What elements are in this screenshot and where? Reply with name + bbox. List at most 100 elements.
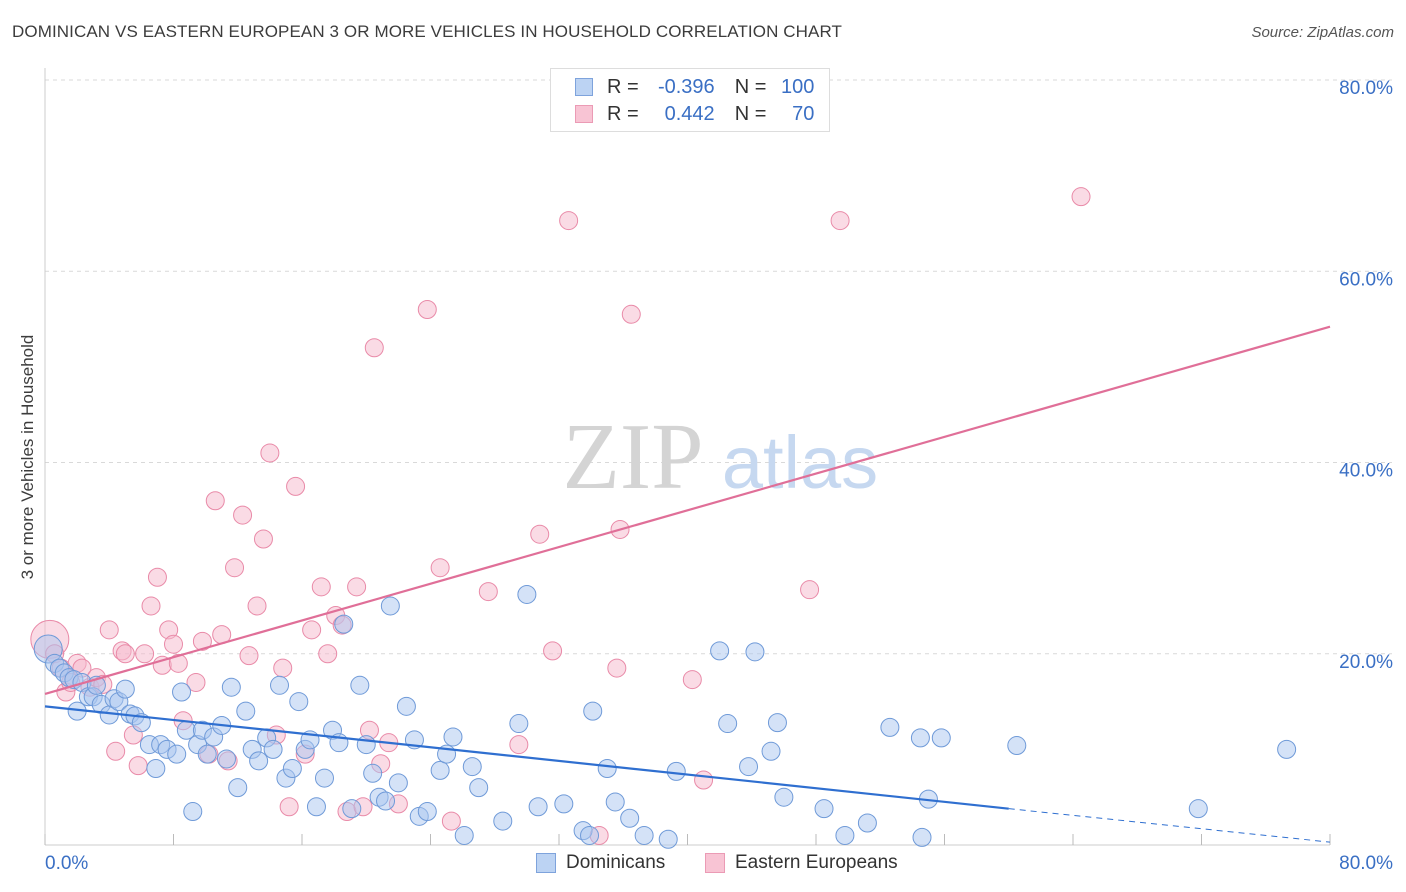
data-point-dominicans bbox=[342, 799, 362, 819]
data-point-dominicans bbox=[306, 797, 326, 817]
watermark-zip: ZIP bbox=[563, 405, 704, 509]
legend-r-label: R = bbox=[607, 75, 639, 98]
data-point-dominicans bbox=[597, 759, 617, 778]
data-point-eastern-europeans bbox=[607, 658, 627, 678]
legend-n-value: 100 bbox=[781, 75, 815, 98]
legend-swatch-blue bbox=[575, 78, 593, 96]
data-point-dominicans bbox=[221, 677, 241, 697]
data-point-dominicans bbox=[857, 813, 877, 833]
data-point-dominicans bbox=[509, 714, 529, 734]
legend-item-eastern-europeans[interactable]: Eastern Europeans bbox=[705, 852, 898, 874]
data-point-eastern-europeans bbox=[128, 756, 148, 776]
data-point-eastern-europeans bbox=[168, 653, 188, 673]
data-point-dominicans bbox=[249, 751, 269, 771]
data-point-dominicans bbox=[197, 744, 217, 764]
data-point-eastern-europeans bbox=[147, 567, 167, 587]
data-point-dominicans bbox=[620, 808, 640, 828]
data-point-eastern-europeans bbox=[559, 211, 579, 231]
data-point-dominicans bbox=[605, 792, 625, 812]
data-point-eastern-europeans bbox=[164, 634, 183, 654]
legend-item-dominicans[interactable]: Dominicans bbox=[536, 852, 665, 874]
data-point-dominicans bbox=[282, 759, 302, 778]
legend-r-value: 0.442 bbox=[664, 102, 715, 125]
data-point-eastern-europeans bbox=[364, 338, 384, 358]
data-point-dominicans bbox=[167, 744, 187, 764]
data-point-dominicans bbox=[430, 760, 450, 780]
data-point-eastern-europeans bbox=[286, 476, 306, 496]
data-point-dominicans bbox=[658, 829, 678, 849]
data-point-dominicans bbox=[376, 791, 396, 811]
data-point-eastern-europeans bbox=[233, 505, 253, 525]
legend-n-label: N = bbox=[734, 102, 767, 125]
trend-lines bbox=[44, 325, 1331, 843]
trend-line-eastern-europeans bbox=[44, 325, 1331, 695]
data-point-dominicans bbox=[580, 825, 600, 845]
legend-n-label: N = bbox=[734, 75, 767, 98]
tick-labels: 20.0% 40.0% 60.0% 80.0% 0.0% 80.0% bbox=[45, 78, 1393, 874]
data-point-dominicans bbox=[583, 701, 603, 721]
data-point-dominicans bbox=[228, 778, 248, 798]
data-point-dominicans bbox=[380, 596, 400, 616]
data-point-dominicans bbox=[236, 701, 256, 721]
data-point-dominicans bbox=[774, 787, 794, 807]
data-point-dominicans bbox=[814, 799, 834, 819]
data-point-dominicans bbox=[835, 825, 855, 845]
data-point-dominicans bbox=[146, 759, 166, 778]
data-point-eastern-europeans bbox=[509, 735, 529, 755]
data-point-eastern-europeans bbox=[543, 641, 563, 661]
data-point-eastern-europeans bbox=[141, 596, 161, 616]
data-point-dominicans bbox=[356, 735, 376, 755]
y-tick-label-3: 80.0% bbox=[1339, 78, 1393, 99]
data-point-dominicans bbox=[910, 728, 930, 748]
data-point-dominicans bbox=[462, 757, 482, 777]
source-label: Source: ZipAtlas.com bbox=[1251, 24, 1394, 41]
data-point-eastern-europeans bbox=[441, 811, 461, 831]
data-point-eastern-europeans bbox=[273, 658, 293, 678]
data-point-dominicans bbox=[115, 679, 135, 699]
data-point-eastern-europeans bbox=[186, 672, 206, 692]
series-dominicans bbox=[33, 584, 1297, 849]
data-point-eastern-europeans bbox=[478, 582, 498, 602]
data-point-dominicans bbox=[745, 642, 765, 662]
data-point-dominicans bbox=[289, 692, 309, 712]
data-point-dominicans bbox=[363, 763, 383, 783]
data-point-dominicans bbox=[217, 749, 237, 769]
correlation-legend: R = -0.396 N = 100 R = 0.442 N = 70 bbox=[550, 68, 830, 132]
legend-swatch-blue bbox=[536, 853, 556, 873]
y-axis-title: 3 or more Vehicles in Household bbox=[18, 334, 37, 580]
data-point-eastern-europeans bbox=[135, 644, 155, 664]
data-point-dominicans bbox=[1007, 736, 1027, 756]
data-point-eastern-europeans bbox=[318, 644, 338, 664]
data-point-dominicans bbox=[417, 802, 437, 822]
legend-r-value: -0.396 bbox=[657, 75, 715, 98]
data-point-dominicans bbox=[554, 794, 574, 814]
data-point-dominicans bbox=[1277, 739, 1297, 759]
data-point-dominicans bbox=[767, 713, 787, 733]
legend-r-label: R = bbox=[607, 102, 639, 125]
chart-title: DOMINICAN VS EASTERN EUROPEAN 3 OR MORE … bbox=[12, 22, 843, 41]
series-legend: Dominicans Eastern Europeans bbox=[0, 852, 1406, 878]
data-point-dominicans bbox=[396, 696, 416, 716]
x-tick-label-0: 0.0% bbox=[45, 853, 88, 874]
legend-label-dominicans: Dominicans bbox=[566, 852, 666, 873]
data-point-dominicans bbox=[912, 827, 932, 847]
data-point-eastern-europeans bbox=[430, 558, 450, 578]
data-point-dominicans bbox=[454, 825, 474, 845]
data-point-dominicans bbox=[270, 675, 290, 695]
data-point-dominicans bbox=[880, 717, 900, 737]
data-point-dominicans bbox=[739, 757, 759, 777]
data-point-dominicans bbox=[263, 739, 283, 759]
data-point-eastern-europeans bbox=[347, 577, 367, 597]
y-tick-label-0: 20.0% bbox=[1339, 652, 1393, 673]
data-point-dominicans bbox=[183, 802, 203, 822]
data-point-dominicans bbox=[761, 741, 781, 761]
legend-n-value: 70 bbox=[792, 102, 815, 125]
data-point-dominicans bbox=[469, 778, 489, 798]
data-point-eastern-europeans bbox=[115, 644, 135, 664]
axes bbox=[44, 68, 1331, 846]
data-point-dominicans bbox=[1188, 799, 1208, 819]
data-point-dominicans bbox=[634, 825, 654, 845]
data-point-eastern-europeans bbox=[247, 596, 267, 616]
data-point-eastern-europeans bbox=[311, 577, 331, 597]
